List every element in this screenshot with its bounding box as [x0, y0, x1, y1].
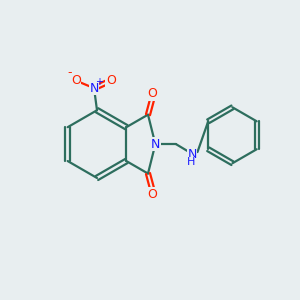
Text: -: - [68, 66, 72, 80]
Text: O: O [106, 74, 116, 87]
Text: N: N [188, 148, 197, 161]
Text: H: H [187, 158, 195, 167]
Text: N: N [89, 82, 99, 95]
Text: O: O [148, 88, 157, 100]
Text: O: O [148, 188, 157, 201]
Text: O: O [71, 74, 81, 87]
Text: +: + [95, 77, 104, 87]
Text: N: N [151, 138, 160, 151]
